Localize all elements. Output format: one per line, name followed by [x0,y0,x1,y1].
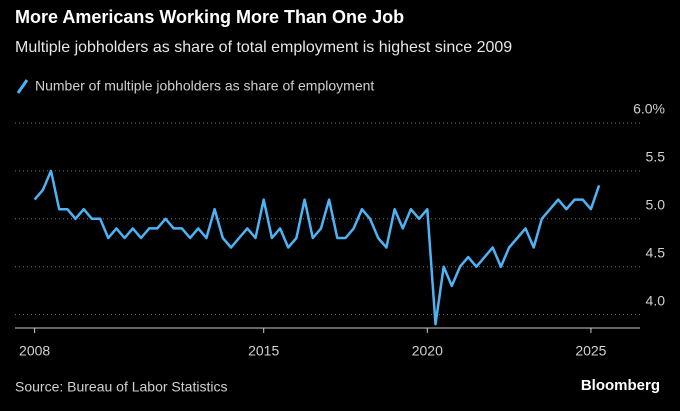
source: Source: Bureau of Labor Statistics [15,379,227,395]
y-tick-label: 5.5 [646,149,666,165]
legend-label: Number of multiple jobholders as share o… [35,78,374,94]
chart-subtitle: Multiple jobholders as share of total em… [15,39,512,56]
y-tick-label: 6.0% [633,101,665,117]
x-tick-label: 2008 [19,343,50,359]
y-tick-label: 5.0 [646,196,666,212]
x-tick-label: 2020 [412,343,443,359]
x-tick-label: 2015 [248,343,279,359]
brand: Bloomberg [581,377,660,394]
x-tick-label: 2025 [575,343,606,359]
y-tick-label: 4.0 [646,292,666,308]
y-tick-label: 4.5 [646,244,666,260]
data-line [33,169,601,326]
chart-title: More Americans Working More Than One Job [15,7,404,27]
legend-swatch [16,79,29,94]
